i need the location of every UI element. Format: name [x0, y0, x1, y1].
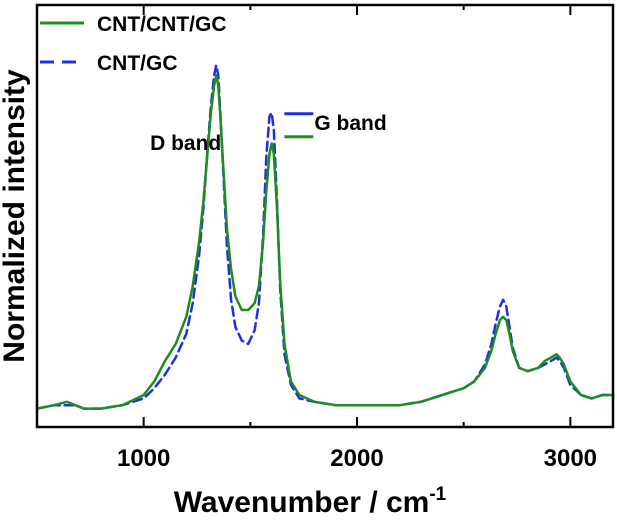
x-tick-label: 2000: [330, 445, 383, 472]
x-axis-title-text: Wavenumber / cm: [174, 486, 430, 519]
annotation-label-1: G band: [314, 112, 386, 135]
annotation-layer: D band G band: [150, 112, 387, 155]
series-layer: [35, 63, 615, 410]
legend-label-0: CNT/CNT/GC: [97, 13, 227, 36]
tick-layer: 1000 2000 3000: [36, 5, 597, 472]
x-tick-label: 1000: [117, 445, 170, 472]
x-axis-title: Wavenumber / cm-1: [174, 484, 447, 519]
x-tick-label: 3000: [544, 445, 597, 472]
x-axis-title-superscript: -1: [429, 484, 446, 505]
plot-frame: [35, 3, 615, 429]
legend: CNT/CNT/GC CNT/GC: [40, 13, 227, 75]
legend-label-1: CNT/GC: [97, 52, 178, 75]
series-line-0: [35, 74, 615, 410]
y-axis-title: Normalized intensity: [0, 69, 31, 363]
annotation-label-0: D band: [150, 132, 221, 155]
